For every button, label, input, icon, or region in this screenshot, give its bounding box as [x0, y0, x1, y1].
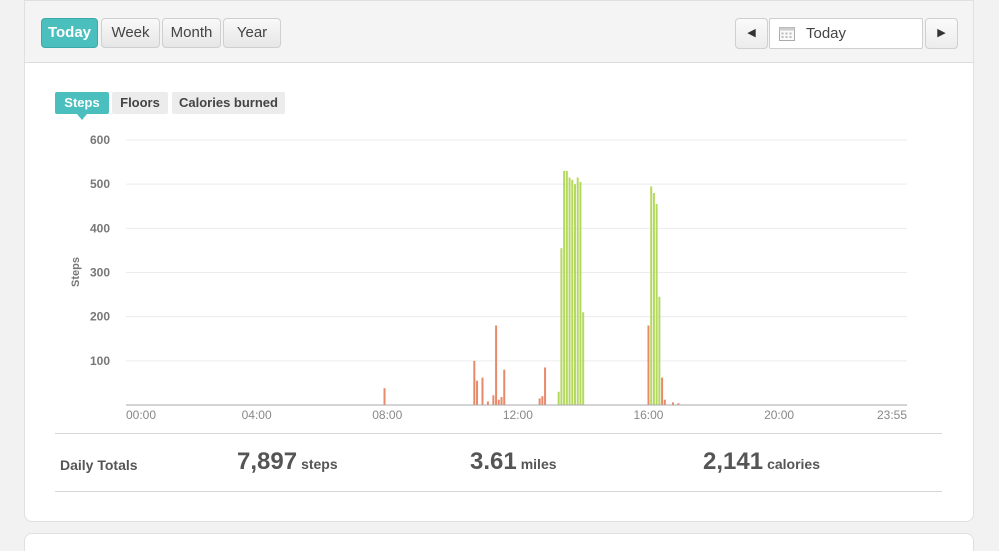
tab-steps[interactable]: Steps	[55, 92, 109, 120]
panel-header: Today Week Month Year ◀ Today ▶	[25, 1, 973, 63]
step-bar	[658, 296, 661, 405]
step-bar	[473, 360, 476, 405]
x-tick-label: 00:00	[126, 408, 156, 422]
x-tick-label: 16:00	[633, 408, 663, 422]
total-steps: 7,897 steps	[237, 448, 338, 476]
step-bar	[486, 401, 489, 405]
step-bar	[650, 186, 653, 405]
step-bar	[481, 377, 484, 405]
step-bar	[557, 391, 560, 405]
tab-floors-label: Floors	[120, 95, 160, 110]
totals-top-divider	[55, 433, 942, 434]
step-bar	[563, 170, 566, 405]
step-bar	[497, 399, 500, 405]
step-bar	[568, 177, 571, 405]
step-bar	[544, 367, 547, 405]
chart-bars	[383, 170, 680, 405]
dashboard-panel: Today Week Month Year ◀ Today ▶	[24, 0, 974, 522]
step-bar	[579, 181, 582, 405]
step-bar	[492, 395, 495, 405]
triangle-right-icon: ▶	[937, 27, 946, 39]
step-bar	[647, 325, 650, 405]
step-bar	[574, 184, 577, 405]
total-calories: 2,141 calories	[703, 448, 820, 476]
y-axis: 600 500 400 300 200 100	[90, 133, 110, 368]
x-tick-label: 04:00	[242, 408, 272, 422]
step-bar	[655, 204, 658, 405]
total-calories-value: 2,141	[703, 448, 764, 475]
chart-grid	[126, 139, 907, 362]
daily-totals-label: Daily Totals	[60, 457, 138, 473]
active-tab-caret	[77, 114, 87, 120]
y-tick-label: 400	[90, 221, 110, 235]
previous-day-button[interactable]: ◀	[735, 18, 768, 49]
step-bar	[661, 377, 664, 405]
date-picker[interactable]: Today	[769, 18, 923, 49]
tab-calories-label: Calories burned	[179, 95, 278, 110]
x-axis: 00:00 04:00 08:00 12:00 16:00 20:00 23:55	[126, 408, 907, 422]
step-bar	[503, 369, 506, 405]
step-bar	[495, 325, 498, 405]
next-day-button[interactable]: ▶	[925, 18, 958, 49]
range-button-month[interactable]: Month	[162, 18, 221, 48]
total-distance-value: 3.61	[470, 448, 517, 475]
step-bar	[565, 170, 568, 405]
calendar-icon	[779, 27, 795, 41]
step-bar	[576, 177, 579, 405]
step-bar	[571, 179, 574, 405]
x-tick-label: 20:00	[764, 408, 794, 422]
step-bar	[476, 380, 479, 405]
steps-chart: 600 500 400 300 200 100 00:00 04:00 08:00 12:00 1…	[70, 133, 907, 422]
secondary-panel	[24, 533, 974, 551]
y-tick-label: 200	[90, 310, 110, 324]
total-distance: 3.61 miles	[470, 448, 557, 476]
x-tick-label: 23:55	[877, 408, 907, 422]
triangle-left-icon: ◀	[747, 27, 756, 39]
date-picker-value: Today	[806, 25, 847, 42]
step-bar	[652, 193, 655, 405]
total-distance-unit: miles	[520, 456, 557, 472]
range-button-today[interactable]: Today	[41, 18, 98, 48]
range-button-week[interactable]: Week	[101, 18, 160, 48]
step-bar	[541, 396, 544, 405]
step-bar	[383, 388, 386, 405]
step-bar	[671, 402, 674, 405]
step-bar	[582, 312, 585, 405]
step-bar	[500, 397, 503, 405]
step-bar	[663, 399, 666, 405]
step-bar	[538, 398, 541, 405]
range-button-year[interactable]: Year	[223, 18, 281, 48]
x-tick-label: 08:00	[372, 408, 402, 422]
step-bar	[560, 248, 563, 405]
tab-calories-burned[interactable]: Calories burned	[172, 92, 285, 114]
tab-steps-label: Steps	[64, 95, 100, 110]
total-calories-unit: calories	[767, 456, 820, 472]
total-steps-unit: steps	[301, 456, 338, 472]
y-tick-label: 300	[90, 266, 110, 280]
y-axis-label: Steps	[70, 257, 82, 287]
tab-floors[interactable]: Floors	[112, 92, 168, 114]
x-tick-label: 12:00	[503, 408, 533, 422]
y-tick-label: 600	[90, 133, 110, 147]
y-tick-label: 500	[90, 177, 110, 191]
total-steps-value: 7,897	[237, 448, 298, 475]
y-tick-label: 100	[90, 354, 110, 368]
totals-bottom-divider	[55, 491, 942, 492]
step-bar	[677, 403, 680, 405]
